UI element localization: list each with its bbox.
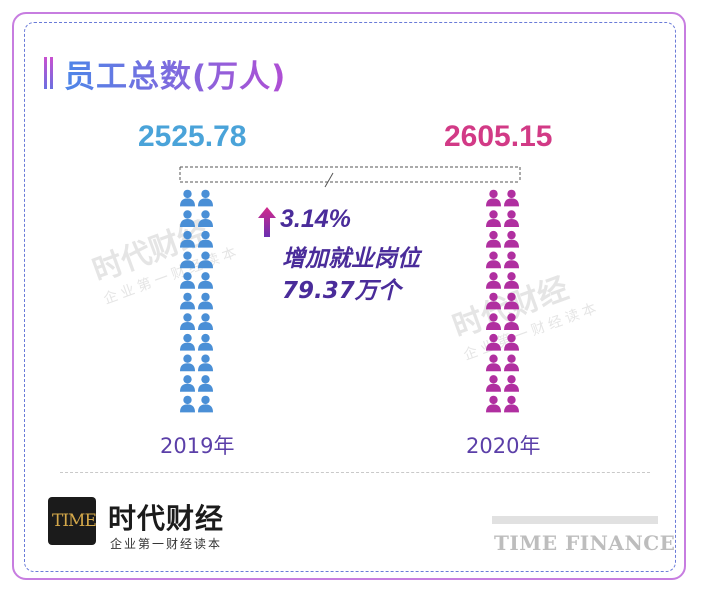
person-icon <box>198 395 213 413</box>
person-icon <box>180 395 195 413</box>
person-icon <box>486 230 501 248</box>
person-icon <box>180 272 195 289</box>
person-icon <box>504 354 519 372</box>
inner-frame <box>24 22 676 572</box>
person-icon <box>486 189 501 207</box>
person-icon <box>504 251 519 269</box>
person-icon <box>486 333 501 351</box>
annotation-line-2: 增加就业岗位 <box>282 246 420 272</box>
value-label-2020: 2605.15 <box>444 120 553 153</box>
person-icon <box>198 292 213 310</box>
person-icon <box>198 354 213 372</box>
footer-gray-bar <box>492 516 658 524</box>
person-icon <box>486 395 501 413</box>
value-label-2019: 2525.78 <box>138 120 247 153</box>
up-arrow-icon <box>258 207 276 237</box>
title-bars-icon <box>44 57 54 89</box>
footer-tagline: 企业第一财经读本 <box>110 537 223 551</box>
person-icon <box>198 189 213 207</box>
person-icon <box>198 272 213 289</box>
annotation-line-3: 79.37万个 <box>282 278 401 304</box>
people-column-2020年 <box>486 189 519 413</box>
person-icon <box>180 333 195 351</box>
people-icons <box>180 189 519 413</box>
person-icon <box>486 272 501 289</box>
time-logo: TIME <box>48 497 97 545</box>
person-icon <box>180 230 195 248</box>
person-icon <box>486 210 501 227</box>
chart-title: 员工总数(万人) <box>64 51 286 96</box>
logo-text: TIME <box>52 511 97 531</box>
person-icon <box>198 375 213 392</box>
person-icon <box>486 354 501 372</box>
growth-percent: 3.14% <box>280 205 351 233</box>
person-icon <box>180 292 195 310</box>
people-column-2019年 <box>180 189 213 413</box>
person-icon <box>198 313 213 330</box>
person-icon <box>180 375 195 392</box>
person-icon <box>504 292 519 310</box>
person-icon <box>180 210 195 227</box>
difference-bracket <box>179 166 521 188</box>
person-icon <box>180 354 195 372</box>
person-icon <box>504 313 519 330</box>
person-icon <box>486 375 501 392</box>
person-icon <box>504 272 519 289</box>
footer-brand: 时代财经 <box>108 502 225 535</box>
person-icon <box>198 230 213 248</box>
person-icon <box>198 333 213 351</box>
person-icon <box>504 189 519 207</box>
category-label-2020: 2020年 <box>466 434 541 458</box>
person-icon <box>504 210 519 227</box>
person-icon <box>486 251 501 269</box>
card-frame <box>12 12 686 580</box>
person-icon <box>486 292 501 310</box>
person-icon <box>180 189 195 207</box>
footer-divider <box>60 472 650 473</box>
person-icon <box>198 251 213 269</box>
title-bar: 员工总数(万人) <box>44 56 286 95</box>
person-icon <box>504 230 519 248</box>
footer-english-brand: TIME FINANCE <box>494 531 676 555</box>
person-icon <box>180 251 195 269</box>
person-icon <box>504 375 519 392</box>
person-icon <box>504 333 519 351</box>
category-label-2019: 2019年 <box>160 434 235 458</box>
person-icon <box>198 210 213 227</box>
bracket-slash <box>324 172 334 188</box>
person-icon <box>180 313 195 330</box>
person-icon <box>504 395 519 413</box>
person-icon <box>486 313 501 330</box>
